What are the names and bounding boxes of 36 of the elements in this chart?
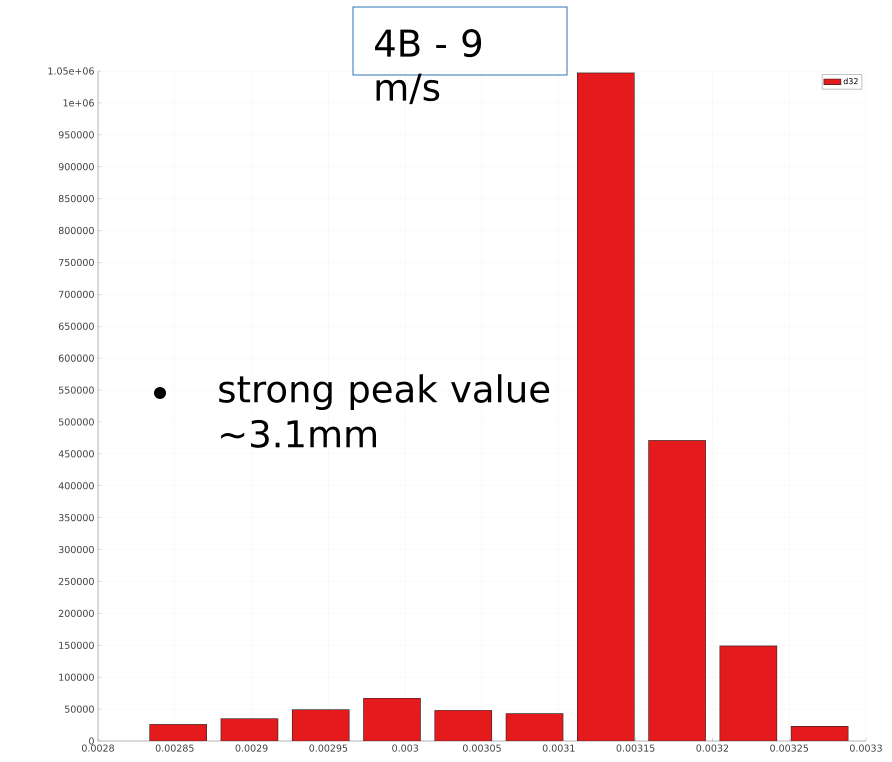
annotation: strong peak value ~3.1mm [219,374,550,448]
y-tick-label: 700000 [58,290,94,298]
y-tick-label: 350000 [58,514,94,522]
x-tick-label: 0.00295 [309,744,348,752]
x-tick-label: 0.00315 [616,744,654,752]
y-tick-label: 200000 [58,610,94,617]
x-tick-label: 0.00325 [770,744,808,752]
y-tick-label: 250000 [58,578,94,586]
x-tick-label: 0.0031 [542,744,575,752]
y-tick-label: 0 [89,737,94,745]
y-tick-label: 50000 [64,706,94,713]
y-tick-label: 650000 [58,322,94,330]
y-tick-label: 400000 [58,482,94,490]
x-tick-label: 0.0032 [696,744,728,752]
y-tick-label: 150000 [59,642,94,649]
y-tick-label: 850000 [58,195,94,202]
y-tick-label: 300000 [58,546,94,554]
legend-label: d32 [844,78,858,84]
y-tick-label: 800000 [58,226,94,234]
y-tick-label: 950000 [58,131,94,138]
y-tick-label: 100000 [59,674,94,681]
y-tick-label: 750000 [58,258,94,266]
y-tick-label: 500000 [58,418,94,426]
chart-title: 4B - 9 m/s [375,29,482,104]
x-tick-label: 0.0033 [850,744,882,752]
y-tick-label: 1e+06 [64,99,94,106]
y-tick-label: 1.05e+06 [48,67,94,75]
x-tick-label: 0.003 [392,744,418,752]
y-tick-label: 600000 [58,354,94,362]
x-tick-label: 0.00285 [156,744,194,752]
x-tick-label: 0.0028 [82,744,114,752]
x-tick-label: 0.00305 [462,744,501,752]
y-tick-label: 900000 [58,163,94,170]
x-tick-label: 0.0029 [236,744,268,752]
y-tick-label: 550000 [58,386,94,394]
y-tick-label: 450000 [58,450,94,458]
